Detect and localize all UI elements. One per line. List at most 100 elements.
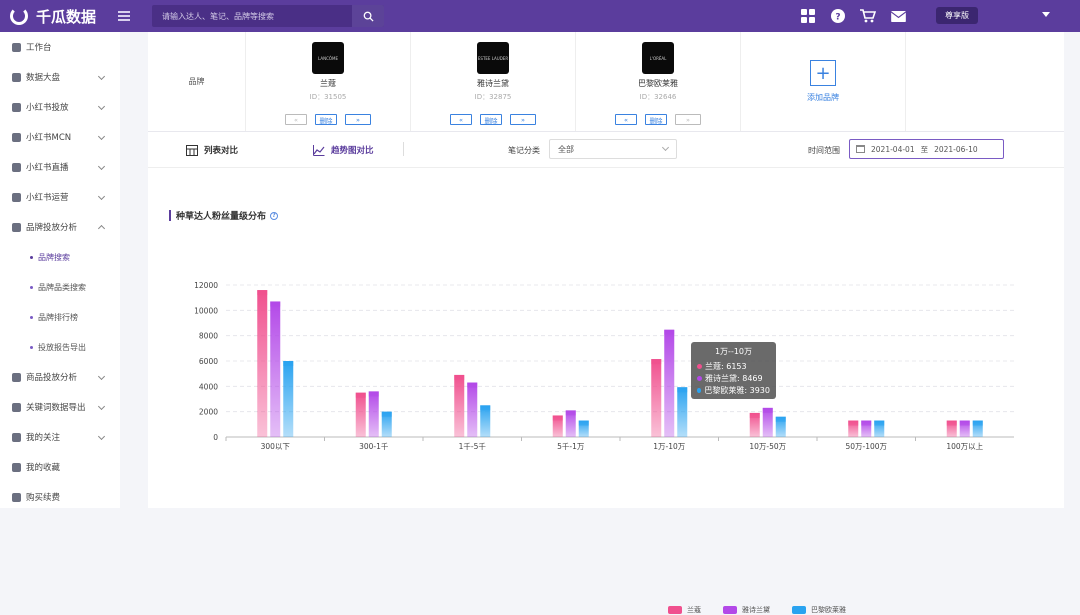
sidebar-item-label: 小红书直播 xyxy=(26,163,69,173)
move-left-button[interactable]: « xyxy=(615,114,637,125)
tab-list-compare[interactable]: 列表对比 xyxy=(186,144,238,156)
date-end[interactable]: 2021-06-10 xyxy=(934,144,978,154)
bar xyxy=(749,412,760,437)
sidebar-subitem[interactable]: 投放报告导出 xyxy=(0,332,120,362)
sidebar-item-a2[interactable]: 我的关注 xyxy=(0,422,120,452)
brand-id: ID：32646 xyxy=(639,93,677,101)
brand-logo: L'ORÉAL xyxy=(642,42,674,74)
legend-item[interactable]: 雅诗兰黛 xyxy=(723,605,770,615)
sidebar-item-a4[interactable]: 购买续费 xyxy=(0,482,120,512)
bar xyxy=(257,290,268,437)
move-right-button[interactable]: » xyxy=(345,114,371,125)
delete-brand-button[interactable]: 删除 xyxy=(315,114,337,125)
apps-grid-icon[interactable] xyxy=(800,8,816,24)
bar xyxy=(283,361,294,437)
goods-icon xyxy=(12,372,21,382)
sidebar-subitem[interactable]: 品牌排行榜 xyxy=(0,302,120,332)
bar xyxy=(861,420,872,437)
x-tick-label: 1千-5千 xyxy=(459,441,487,451)
bar-cap xyxy=(565,410,576,416)
y-tick-label: 10000 xyxy=(194,306,218,315)
sidebar-item-1[interactable]: 数据大盘 xyxy=(0,62,120,92)
sidebar-item-3[interactable]: 小红书MCN xyxy=(0,122,120,152)
move-left-button[interactable]: « xyxy=(285,114,307,125)
brand-name[interactable]: 兰蔻 xyxy=(320,79,336,88)
tab-divider xyxy=(403,142,404,156)
date-range-picker[interactable]: 2021-04-01 至 2021-06-10 xyxy=(849,139,1004,159)
sidebar-item-a3[interactable]: 我的收藏 xyxy=(0,452,120,482)
sidebar-item-a0[interactable]: 商品投放分析 xyxy=(0,362,120,392)
x-tick-label: 300以下 xyxy=(261,442,291,451)
add-brand-icon[interactable]: + xyxy=(810,60,836,86)
bar xyxy=(355,392,366,437)
bar xyxy=(565,410,576,437)
mail-icon[interactable] xyxy=(890,8,906,24)
bar xyxy=(775,416,786,437)
search-input[interactable] xyxy=(152,11,349,21)
logo-icon xyxy=(10,7,28,25)
eye-icon xyxy=(12,432,21,442)
sidebar-item-5[interactable]: 小红书运营 xyxy=(0,182,120,212)
bar xyxy=(959,420,970,437)
bar-cap xyxy=(677,387,688,393)
date-start[interactable]: 2021-04-01 xyxy=(871,144,915,154)
y-tick-label: 6000 xyxy=(199,357,218,366)
sidebar-item-a1[interactable]: 关键词数据导出 xyxy=(0,392,120,422)
delete-brand-button[interactable]: 删除 xyxy=(480,114,502,125)
brand-card: ESTEE LAUDER 雅诗兰黛 ID：32875 « 删除 » xyxy=(410,32,575,131)
sidebar-item-0[interactable]: 工作台 xyxy=(0,32,120,62)
series-dot-icon xyxy=(697,375,702,381)
legend-label: 兰蔻 xyxy=(687,606,701,614)
sidebar-subitem[interactable]: 品牌品类搜索 xyxy=(0,272,120,302)
trend-chart-icon xyxy=(313,144,325,156)
search-button[interactable] xyxy=(352,5,385,27)
bar xyxy=(270,301,281,437)
sidebar-item-4[interactable]: 小红书直播 xyxy=(0,152,120,182)
search-bar xyxy=(152,5,385,27)
sidebar-item-2[interactable]: 小红书投放 xyxy=(0,92,120,122)
add-brand-card[interactable]: + 添加品牌 xyxy=(740,32,905,131)
question-icon[interactable]: ? xyxy=(270,211,279,220)
bar-cap xyxy=(959,420,970,426)
brand-name[interactable]: 巴黎欧莱雅 xyxy=(638,79,678,88)
add-brand-label[interactable]: 添加品牌 xyxy=(807,93,839,102)
filter-row: 列表对比 趋势图对比 笔记分类 全部 时间范围 2021-04-01 至 202… xyxy=(148,132,1064,168)
bar xyxy=(368,391,379,437)
brand-row-label: 品牌 xyxy=(188,77,205,86)
cart-icon[interactable] xyxy=(860,8,876,24)
bar xyxy=(972,420,983,437)
sidebar-subitem[interactable]: 品牌搜索 xyxy=(0,242,120,272)
legend-swatch xyxy=(723,606,737,614)
menu-toggle-icon[interactable] xyxy=(118,11,131,21)
chevron-down-icon xyxy=(97,162,106,171)
time-range-label: 时间范围 xyxy=(808,146,840,155)
sidebar-item-label: 品牌投放分析 xyxy=(26,223,78,233)
chevron-down-icon xyxy=(97,102,106,111)
help-icon[interactable]: ? xyxy=(830,8,846,24)
move-left-button[interactable]: « xyxy=(450,114,472,125)
bar xyxy=(578,420,589,437)
tab-trend-compare[interactable]: 趋势图对比 xyxy=(313,144,374,156)
bar-cap xyxy=(454,374,465,380)
vip-badge[interactable]: 尊享版 xyxy=(936,7,978,24)
category-select[interactable]: 全部 xyxy=(549,139,677,159)
brand-name[interactable]: 雅诗兰黛 xyxy=(477,79,509,88)
brand-id: ID：32875 xyxy=(474,93,512,101)
x-tick-label: 100万以上 xyxy=(946,442,983,451)
bar-cap xyxy=(283,361,294,366)
sidebar-item-6[interactable]: 品牌投放分析 xyxy=(0,212,120,242)
cart-icon xyxy=(12,492,21,502)
bar-cap xyxy=(874,420,885,426)
chat-icon xyxy=(12,192,21,202)
legend-item[interactable]: 巴黎欧莱雅 xyxy=(792,605,846,615)
delete-brand-button[interactable]: 删除 xyxy=(645,114,667,125)
move-right-button[interactable]: » xyxy=(675,114,701,125)
move-right-button[interactable]: » xyxy=(510,114,536,125)
app-logo[interactable]: 千瓜数据 xyxy=(10,6,96,27)
legend-label: 雅诗兰黛 xyxy=(742,606,770,614)
legend-item[interactable]: 兰蔻 xyxy=(668,605,701,615)
bar-cap xyxy=(381,411,392,417)
user-menu-caret-icon[interactable] xyxy=(1042,12,1050,17)
brand-logo: LANCÔME xyxy=(312,42,344,74)
export-icon xyxy=(12,402,21,412)
